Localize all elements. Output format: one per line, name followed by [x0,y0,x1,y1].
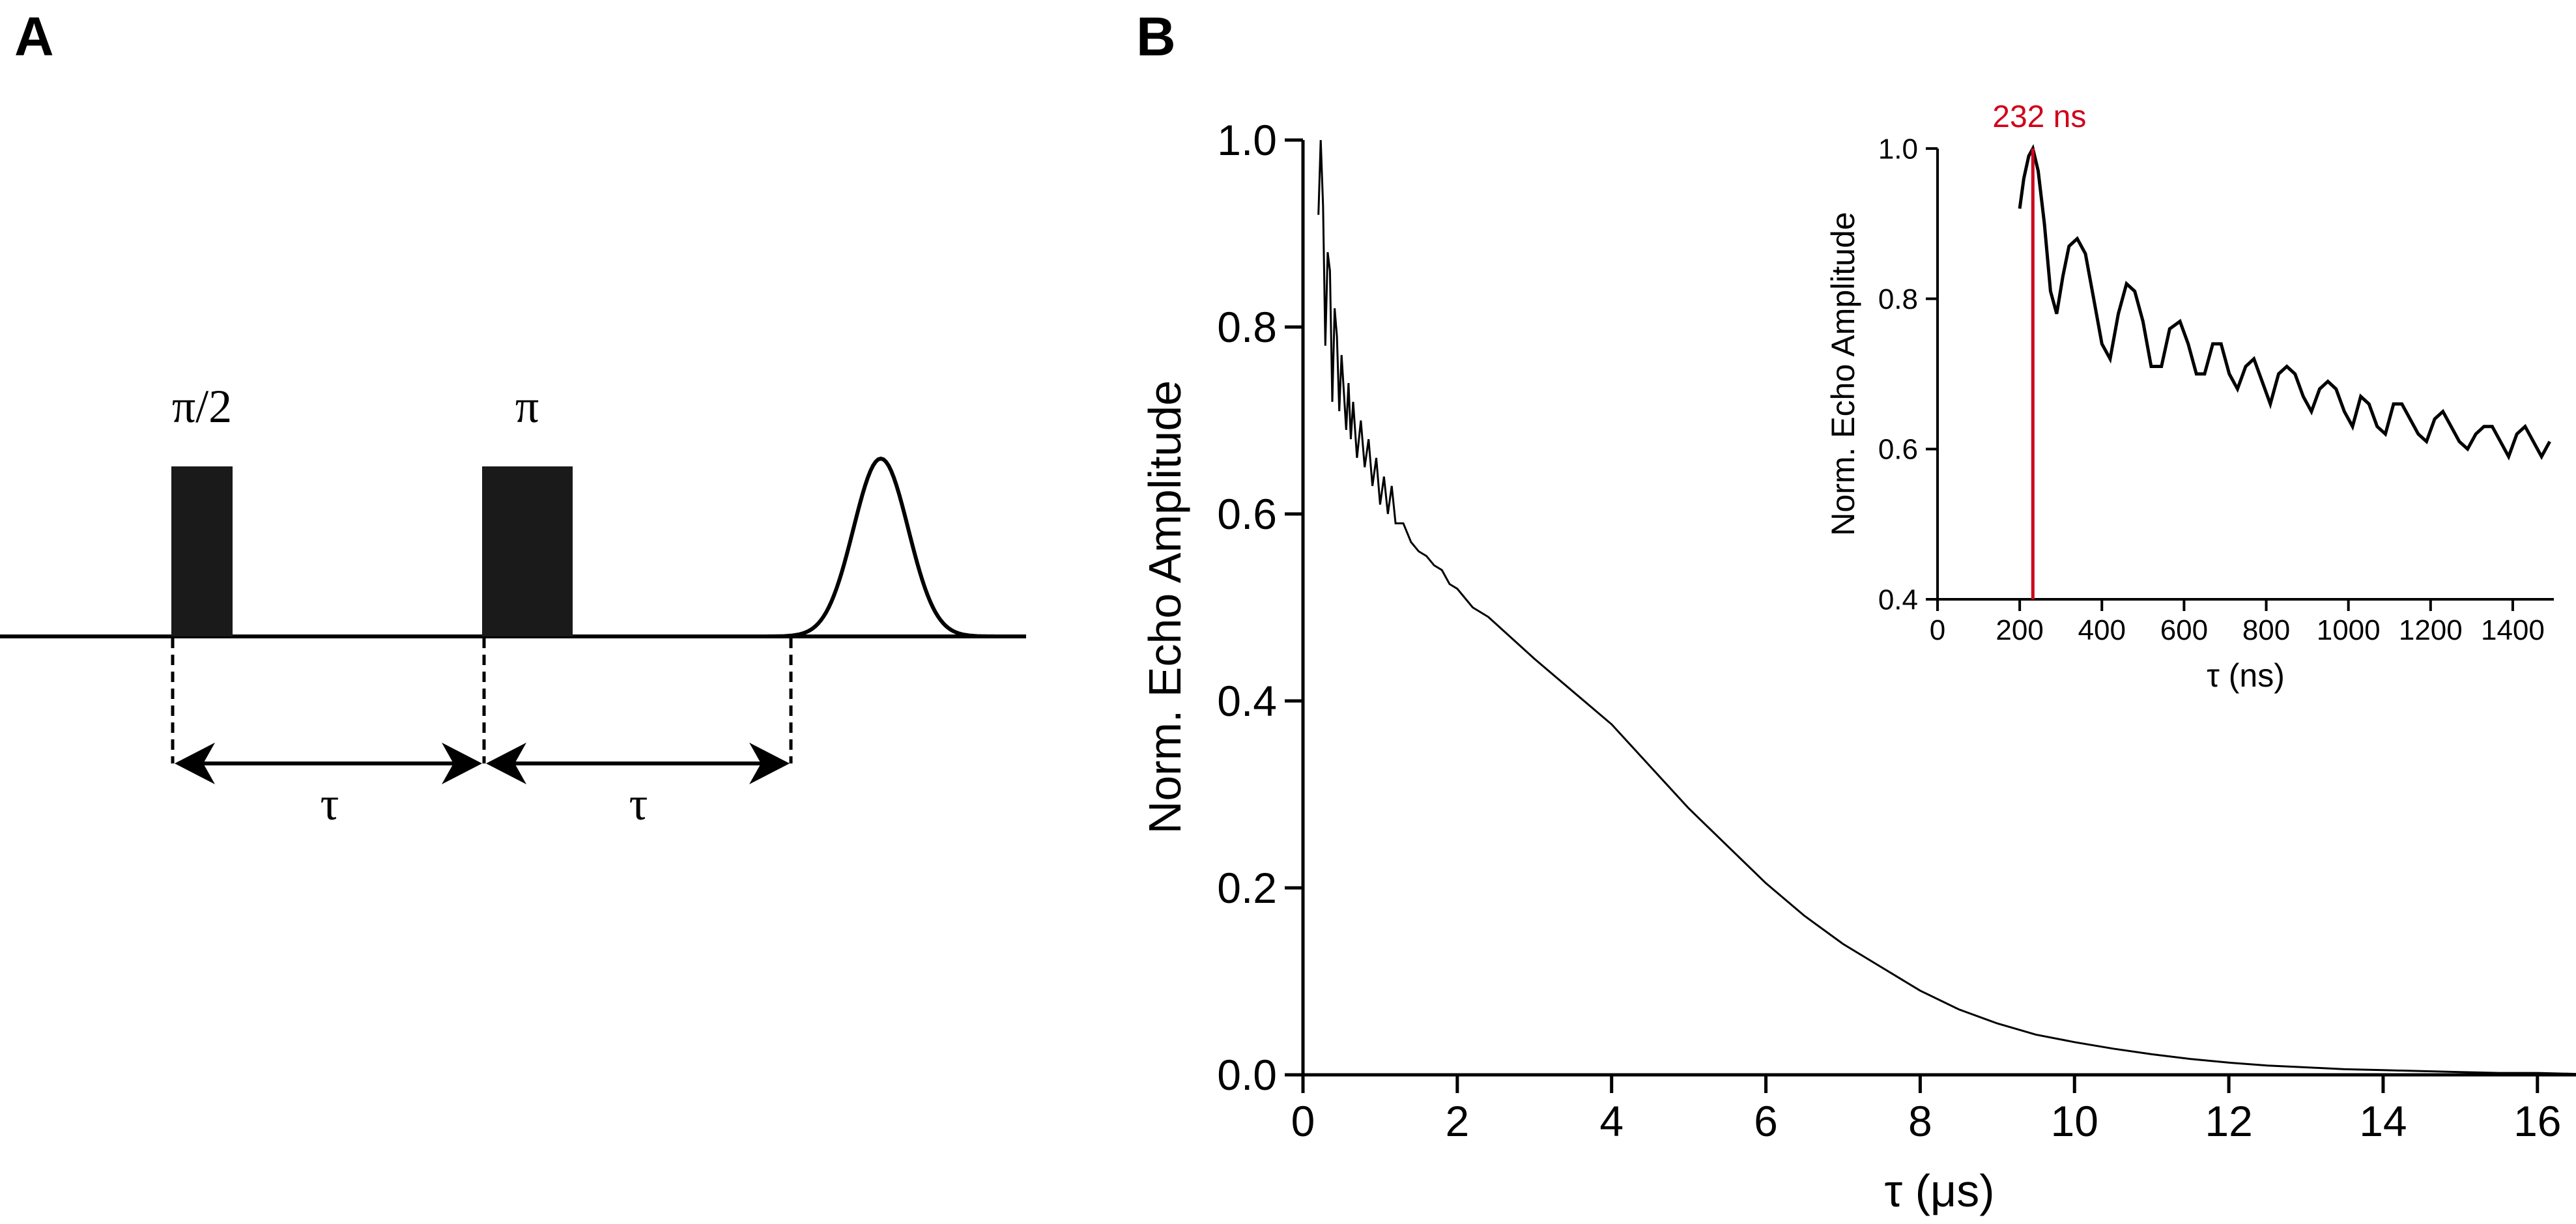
tau-label-1: τ [321,778,339,830]
inset-chart: 0 200 400 600 800 1000 1200 1400 0.4 0.6 0.8 1.0 2… [1825,100,2554,694]
main-x-tick-label: 10 [2051,1097,2098,1145]
inset-x-axis-label: τ (ns) [2207,657,2285,694]
inset-y-ticks: 0.4 0.6 0.8 1.0 [1878,133,1938,616]
delay-arrow-2 [486,743,790,784]
inset-x-tick-label: 800 [2242,614,2290,646]
inset-x-tick-label: 1200 [2399,614,2463,646]
inset-x-tick-label: 200 [1996,614,2043,646]
inset-x-tick-label: 400 [2078,614,2126,646]
inset-y-tick-label: 0.4 [1878,584,1918,616]
inset-x-ticks: 0 200 400 600 800 1000 1200 1400 [1930,599,2545,646]
pi-half-label: π/2 [172,380,232,433]
main-x-tick-label: 4 [1599,1097,1624,1145]
main-x-ticks: 0 2 4 6 8 10 12 14 16 [1291,1075,2561,1145]
main-chart: 0 2 4 6 8 10 12 14 16 0.00.20.40.60.81.0 τ (μs) … [1139,116,2576,1216]
pi-label: π [515,380,539,433]
main-x-tick-label: 6 [1754,1097,1778,1145]
main-y-tick-label: 1.0 [1217,116,1277,164]
pi-pulse [482,466,573,636]
panel-a: A π/2 π τ τ [0,6,1026,830]
inset-x-tick-label: 1000 [2317,614,2381,646]
main-y-ticks: 0.0 0.2 0.4 0.6 0.8 1.0 [1217,116,1303,1099]
main-y-tick-label: 0.8 [1217,303,1277,351]
inset-peak-label: 232 ns [1992,100,2086,134]
main-x-tick-label: 0 [1291,1097,1315,1145]
main-y-tick-label: 0.2 [1217,864,1277,912]
main-x-tick-label: 8 [1908,1097,1932,1145]
main-x-tick-label: 12 [2205,1097,2252,1145]
main-series-line [1317,139,2576,1075]
main-y-axis-label: Norm. Echo Amplitude [1139,380,1190,834]
tau-label-2: τ [629,778,648,830]
inset-y-tick-label: 0.6 [1878,434,1918,466]
panel-b: B 0 2 4 6 8 10 12 14 16 0.0 0.2 0.4 0.6 0.8 1.0 τ (μs… [1136,6,2576,1216]
main-x-axis-label: τ (μs) [1884,1165,1994,1216]
panel-b-label: B [1136,6,1176,67]
main-y-tick-label: 0.4 [1217,677,1277,725]
inset-series-line [2018,144,2551,461]
main-y-tick-label: 0.6 [1217,490,1277,538]
main-y-tick-label: 0.0 [1217,1051,1277,1099]
inset-x-tick-label: 0 [1930,614,1945,646]
pi-half-pulse [171,466,233,636]
main-x-tick-label: 2 [1445,1097,1469,1145]
inset-x-tick-label: 1400 [2481,614,2545,646]
inset-y-tick-label: 1.0 [1878,133,1918,165]
echo-signal [743,456,1019,638]
delay-arrow-1 [175,743,482,784]
panel-a-label: A [14,6,54,67]
inset-y-tick-label: 0.8 [1878,283,1918,315]
inset-x-tick-label: 600 [2160,614,2208,646]
inset-y-axis-label: Norm. Echo Amplitude [1825,212,1861,535]
main-x-tick-label: 14 [2359,1097,2407,1145]
main-x-tick-label: 16 [2513,1097,2561,1145]
